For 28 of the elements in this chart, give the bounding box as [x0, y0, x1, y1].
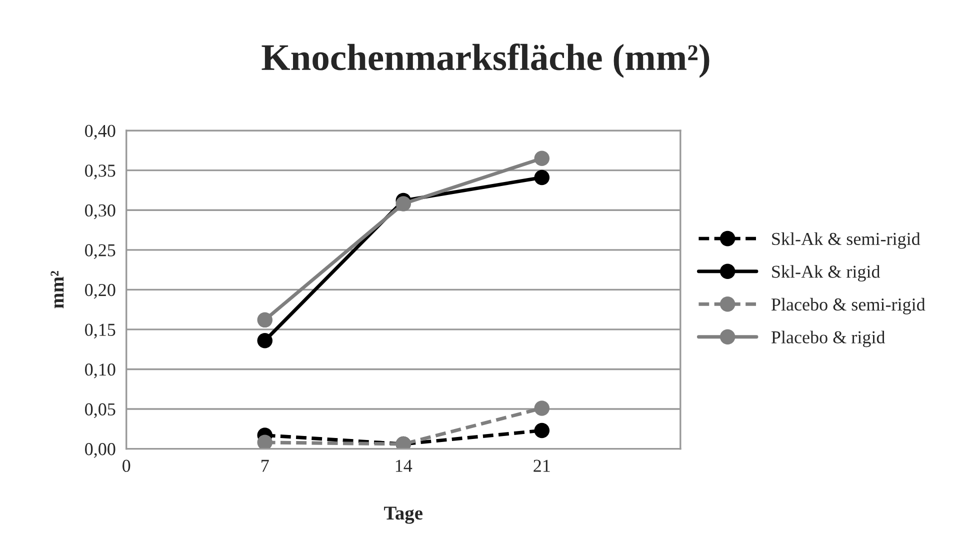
chart-title: Knochenmarksfläche (mm²) [262, 44, 710, 78]
point [534, 400, 550, 416]
legend-label: Placebo & rigid [771, 330, 886, 348]
x-tick-label: 14 [396, 460, 412, 472]
point [257, 312, 273, 328]
x-axis-title: Tage [384, 506, 423, 524]
y-tick-label: 0,35 [85, 164, 116, 180]
y-axis-title: mm² [50, 271, 64, 308]
y-tick-label: 0,30 [85, 204, 116, 220]
legend-label: Skl-Ak & semi-rigid [772, 232, 920, 249]
x-tick-label: 21 [534, 460, 550, 472]
y-tick-label: 0,20 [85, 284, 116, 299]
legend-label: Placebo & semi-rigid [771, 298, 926, 314]
y-tick-label: 0,40 [85, 124, 116, 140]
point [534, 150, 550, 166]
y-tick-label: 0,25 [85, 244, 116, 259]
legend-label: Skl-Ak & rigid [772, 265, 880, 282]
point [257, 332, 273, 348]
y-tick-label: 0,00 [85, 443, 116, 458]
y-tick-label: 0,05 [85, 403, 116, 418]
y-tick-label: 0,15 [85, 324, 116, 338]
point [534, 170, 550, 186]
point [534, 422, 550, 438]
x-tick-label: 7 [262, 460, 269, 472]
point [396, 196, 412, 212]
y-tick-label: 0,10 [85, 363, 116, 378]
point [257, 434, 273, 449]
x-tick-label: 0 [122, 460, 130, 472]
